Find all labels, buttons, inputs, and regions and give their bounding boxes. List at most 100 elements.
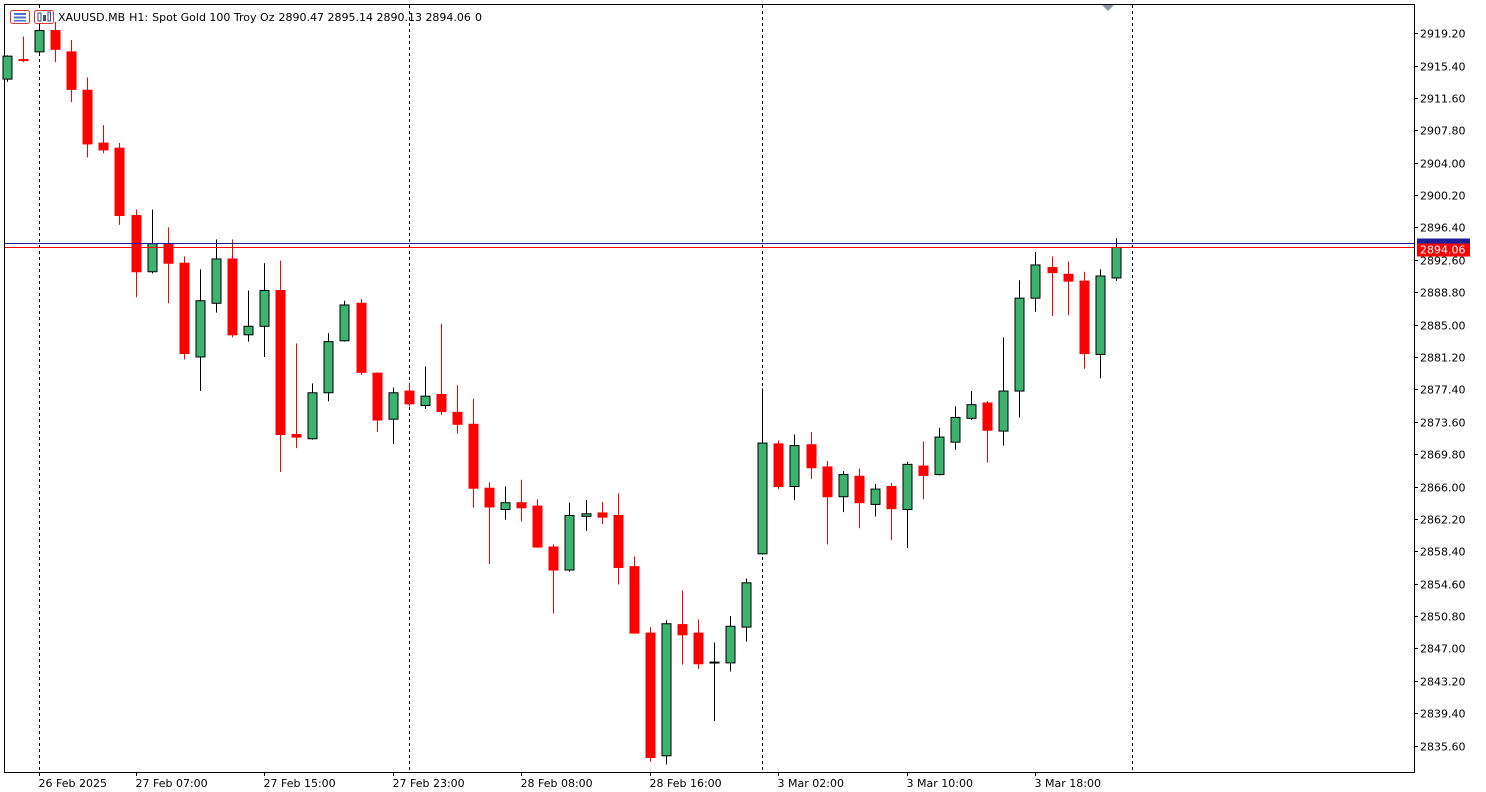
candle-body: [356, 302, 367, 373]
candle: [757, 388, 768, 555]
candle: [516, 479, 527, 522]
candle: [564, 502, 575, 572]
candle: [50, 22, 61, 63]
candle: [18, 36, 29, 63]
x-tick-label: 28 Feb 08:00: [521, 777, 593, 790]
candle: [307, 383, 318, 440]
candle-body: [516, 502, 527, 509]
candle-body: [163, 243, 174, 264]
plot-border: [4, 4, 1415, 773]
price-lines: [5, 243, 1414, 248]
candle: [806, 431, 817, 479]
candle-body: [806, 444, 817, 469]
candle: [1079, 271, 1090, 369]
y-tick-label: 2919.20: [1420, 28, 1466, 41]
y-tick-label: 2911.60: [1420, 93, 1466, 106]
candle: [66, 39, 77, 103]
candle: [131, 209, 142, 298]
candle: [195, 269, 206, 392]
candle: [982, 401, 993, 463]
candle: [98, 125, 109, 154]
candle: [870, 483, 881, 517]
candle-body: [854, 475, 865, 504]
y-tick-label: 2850.80: [1420, 611, 1466, 624]
candle: [886, 483, 897, 541]
candle-body: [404, 390, 415, 405]
candle-body: [436, 393, 447, 413]
candle: [2, 55, 13, 82]
candle-body: [66, 51, 77, 90]
candle: [163, 227, 174, 304]
candle: [436, 323, 447, 415]
candle-body: [1095, 275, 1106, 355]
y-tick-label: 2858.40: [1420, 546, 1466, 559]
candle: [1014, 280, 1025, 418]
candle: [902, 461, 913, 548]
time-axis[interactable]: 26 Feb 2025 27 Feb 07:00 27 Feb 15:00 27 Fe…: [39, 772, 1101, 790]
y-tick-label: 2915.40: [1420, 61, 1466, 74]
y-tick-label: 2888.80: [1420, 287, 1466, 300]
candle: [1047, 256, 1058, 317]
candle: [259, 263, 270, 357]
candle: [966, 391, 977, 421]
candle-body: [259, 289, 270, 327]
candle: [741, 578, 752, 642]
candle-body: [50, 30, 61, 50]
candle: [822, 460, 833, 545]
candle-body: [484, 487, 495, 508]
candle: [693, 619, 704, 669]
symbol-label: XAUUSD.MB: [58, 10, 126, 24]
candle-body: [725, 625, 736, 664]
candle-body: [822, 466, 833, 498]
y-tick-label: 2869.80: [1420, 449, 1466, 462]
x-tick-label: 28 Feb 16:00: [650, 777, 722, 790]
candle-body: [645, 632, 656, 759]
candle: [1111, 238, 1122, 281]
candle: [950, 406, 961, 450]
candle-body: [323, 341, 334, 394]
candle-body: [709, 661, 720, 664]
y-tick-label: 2854.60: [1420, 579, 1466, 592]
y-tick-label: 2881.20: [1420, 352, 1466, 365]
candle-body: [918, 465, 929, 476]
shift-marker-icon[interactable]: [1102, 5, 1114, 11]
candle-body: [564, 514, 575, 571]
candle-body: [98, 142, 109, 151]
candle: [339, 300, 350, 342]
candle: [179, 256, 190, 360]
candle-body: [452, 411, 463, 425]
candle-body: [741, 582, 752, 628]
candle-body: [886, 486, 897, 510]
x-tick-label: 27 Feb 07:00: [136, 777, 208, 790]
y-tick-label: 2835.60: [1420, 741, 1466, 754]
candle: [484, 482, 495, 565]
candle: [789, 434, 800, 501]
y-tick-label: 2839.40: [1420, 708, 1466, 721]
candle-body: [661, 623, 672, 757]
x-tick-label: 3 Mar 10:00: [907, 777, 973, 790]
candle: [581, 500, 592, 531]
candle-body: [773, 443, 784, 488]
candle: [34, 17, 45, 57]
candle: [1095, 269, 1106, 379]
price-axis[interactable]: 2919.20 2915.40 2911.60 2907.80 2904.00 2900.…: [1414, 28, 1470, 754]
candle-body: [581, 513, 592, 517]
candle-body: [982, 402, 993, 431]
candle-body: [468, 423, 479, 489]
x-tick-label: 26 Feb 2025: [39, 777, 107, 790]
x-tick-label: 27 Feb 15:00: [264, 777, 336, 790]
y-tick-label: 2896.40: [1420, 222, 1466, 235]
candle-body: [307, 392, 318, 440]
candle: [211, 239, 222, 313]
menu-icon[interactable]: [10, 10, 30, 24]
candle: [645, 627, 656, 762]
y-tick-label: 2862.20: [1420, 514, 1466, 527]
candle-body: [613, 514, 624, 568]
candle: [147, 209, 158, 274]
candle: [114, 143, 125, 225]
candle-body: [532, 505, 543, 548]
chart-type-icon[interactable]: [34, 10, 54, 24]
y-tick-label: 2900.20: [1420, 190, 1466, 203]
candle: [838, 471, 849, 513]
